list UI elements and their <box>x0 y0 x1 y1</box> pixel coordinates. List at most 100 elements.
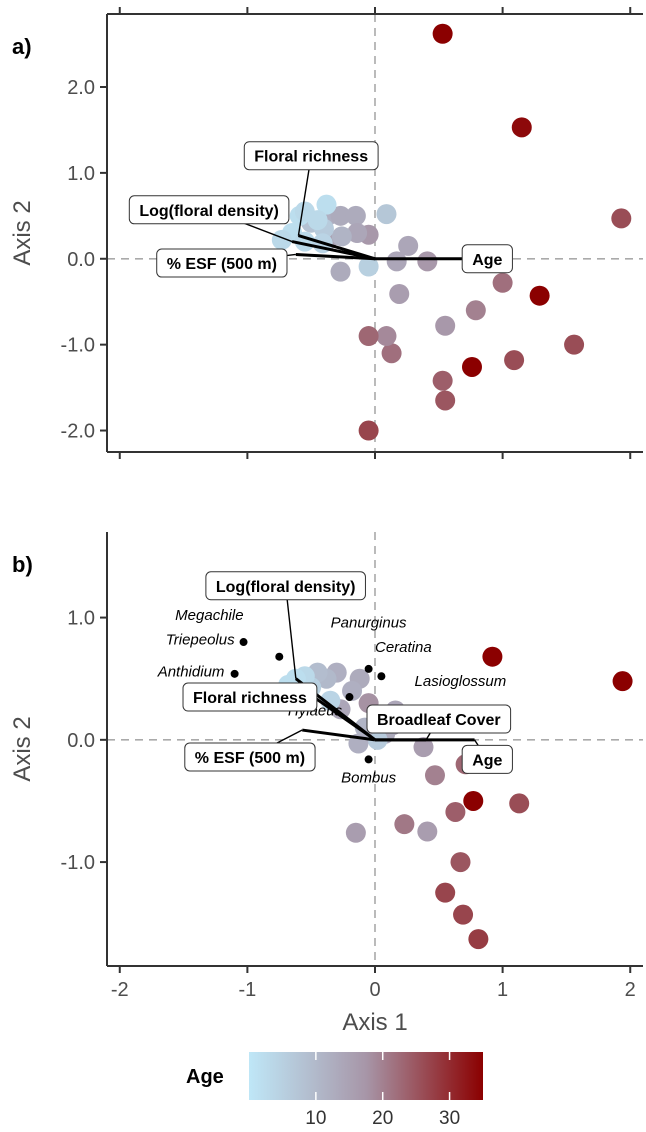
data-point <box>465 300 486 321</box>
vector-label-text: Age <box>472 252 502 269</box>
y-axis-title: Axis 2 <box>9 716 36 781</box>
legend-title: Age <box>186 1066 224 1088</box>
data-point <box>376 204 397 225</box>
species-point <box>345 693 354 702</box>
data-point <box>345 205 366 226</box>
data-point <box>445 801 466 822</box>
vector-label-text: Broadleaf Cover <box>377 712 501 729</box>
vector-label-leader <box>284 585 297 679</box>
vector-label-text: Floral richness <box>193 690 307 707</box>
species-point <box>275 652 284 661</box>
legend-colorbar <box>249 1052 483 1100</box>
vector-label: % ESF (500 m) <box>184 742 316 772</box>
y-tick-label: 1.0 <box>67 608 95 630</box>
species-point <box>230 669 239 678</box>
vector-label: Log(floral density) <box>128 195 290 225</box>
legend-tick-label: 10 <box>305 1108 326 1129</box>
data-point <box>386 251 407 272</box>
y-tick-label: 0.0 <box>67 249 95 271</box>
x-tick-label: 2 <box>625 979 636 1001</box>
vector-line <box>302 728 376 742</box>
data-point <box>529 285 550 306</box>
data-point <box>492 272 513 293</box>
y-tick-label: -1.0 <box>61 335 95 357</box>
data-point <box>612 671 633 692</box>
data-point <box>432 370 453 391</box>
vector-label: Floral richness <box>243 141 379 171</box>
data-point <box>376 326 397 347</box>
species-point <box>239 638 248 647</box>
x-axis-title: Axis 1 <box>342 1009 407 1036</box>
color-legend: Age 10 20 30 <box>186 1052 483 1129</box>
y-tick-label: -2.0 <box>61 421 95 443</box>
data-point <box>381 343 402 364</box>
data-point <box>504 350 525 371</box>
y-tick-label: 1.0 <box>67 163 95 185</box>
vector-label-text: Age <box>472 752 502 769</box>
data-point <box>358 420 379 441</box>
data-point <box>394 814 415 835</box>
vector-label-box <box>461 744 513 774</box>
species-label: Megachile <box>175 607 243 624</box>
data-point <box>564 334 585 355</box>
panel-b: Megachile Triepeolus Anthidium Panurginus Ce… <box>9 532 643 1036</box>
x-tick-label: -1 <box>238 979 256 1001</box>
vector-label-box <box>366 704 512 734</box>
data-point <box>417 251 438 272</box>
data-point <box>330 205 351 226</box>
species-label: Bombus <box>341 770 397 787</box>
data-point <box>389 283 410 304</box>
data-point <box>611 208 632 229</box>
vector-label: Age <box>461 244 513 274</box>
species-point <box>377 672 386 681</box>
y-tick-label: 0.0 <box>67 730 95 752</box>
data-point <box>453 904 474 925</box>
data-point <box>413 737 434 758</box>
panel-label: b) <box>12 552 33 577</box>
vector-label-box <box>182 682 318 712</box>
vector-line <box>291 240 376 261</box>
species-label: Ceratina <box>375 639 432 656</box>
data-point <box>271 229 292 250</box>
x-tick-label: 1 <box>497 979 508 1001</box>
data-point <box>294 201 315 222</box>
legend-tick-label: 30 <box>439 1108 460 1129</box>
data-point <box>417 821 438 842</box>
data-point <box>468 929 489 950</box>
data-point <box>435 882 456 903</box>
data-point <box>511 117 532 138</box>
species-label: Anthidium <box>157 663 225 680</box>
vector-label-text: % ESF (500 m) <box>195 750 305 767</box>
data-point <box>345 822 366 843</box>
y-tick-label: -1.0 <box>61 852 95 874</box>
vector-label-box <box>461 244 513 274</box>
data-point <box>424 765 445 786</box>
data-point <box>330 261 351 282</box>
data-point <box>450 852 471 873</box>
y-tick-label: 2.0 <box>67 77 95 99</box>
vector-label: Floral richness <box>182 682 318 712</box>
data-point <box>358 326 379 347</box>
x-tick-label: 0 <box>369 979 380 1001</box>
vector-label-box <box>205 571 366 601</box>
data-point <box>435 315 456 336</box>
data-point <box>331 226 352 247</box>
vector-label-text: Floral richness <box>254 149 368 166</box>
species-label: Panurginus <box>331 614 407 631</box>
vector-label-box <box>243 141 379 171</box>
data-point <box>463 790 484 811</box>
data-point <box>347 223 368 243</box>
vector-line <box>312 695 376 742</box>
data-point <box>435 390 456 411</box>
vector-label-box <box>128 195 290 225</box>
data-point <box>316 194 337 215</box>
vector-label: Broadleaf Cover <box>366 704 512 734</box>
vector-label-box <box>184 742 316 772</box>
legend-tick-label: 20 <box>372 1108 393 1129</box>
vector-label: Age <box>461 744 513 774</box>
species-point <box>364 755 373 764</box>
species-label: Lasioglossum <box>415 673 507 690</box>
data-point <box>461 356 482 377</box>
data-point <box>358 256 379 277</box>
